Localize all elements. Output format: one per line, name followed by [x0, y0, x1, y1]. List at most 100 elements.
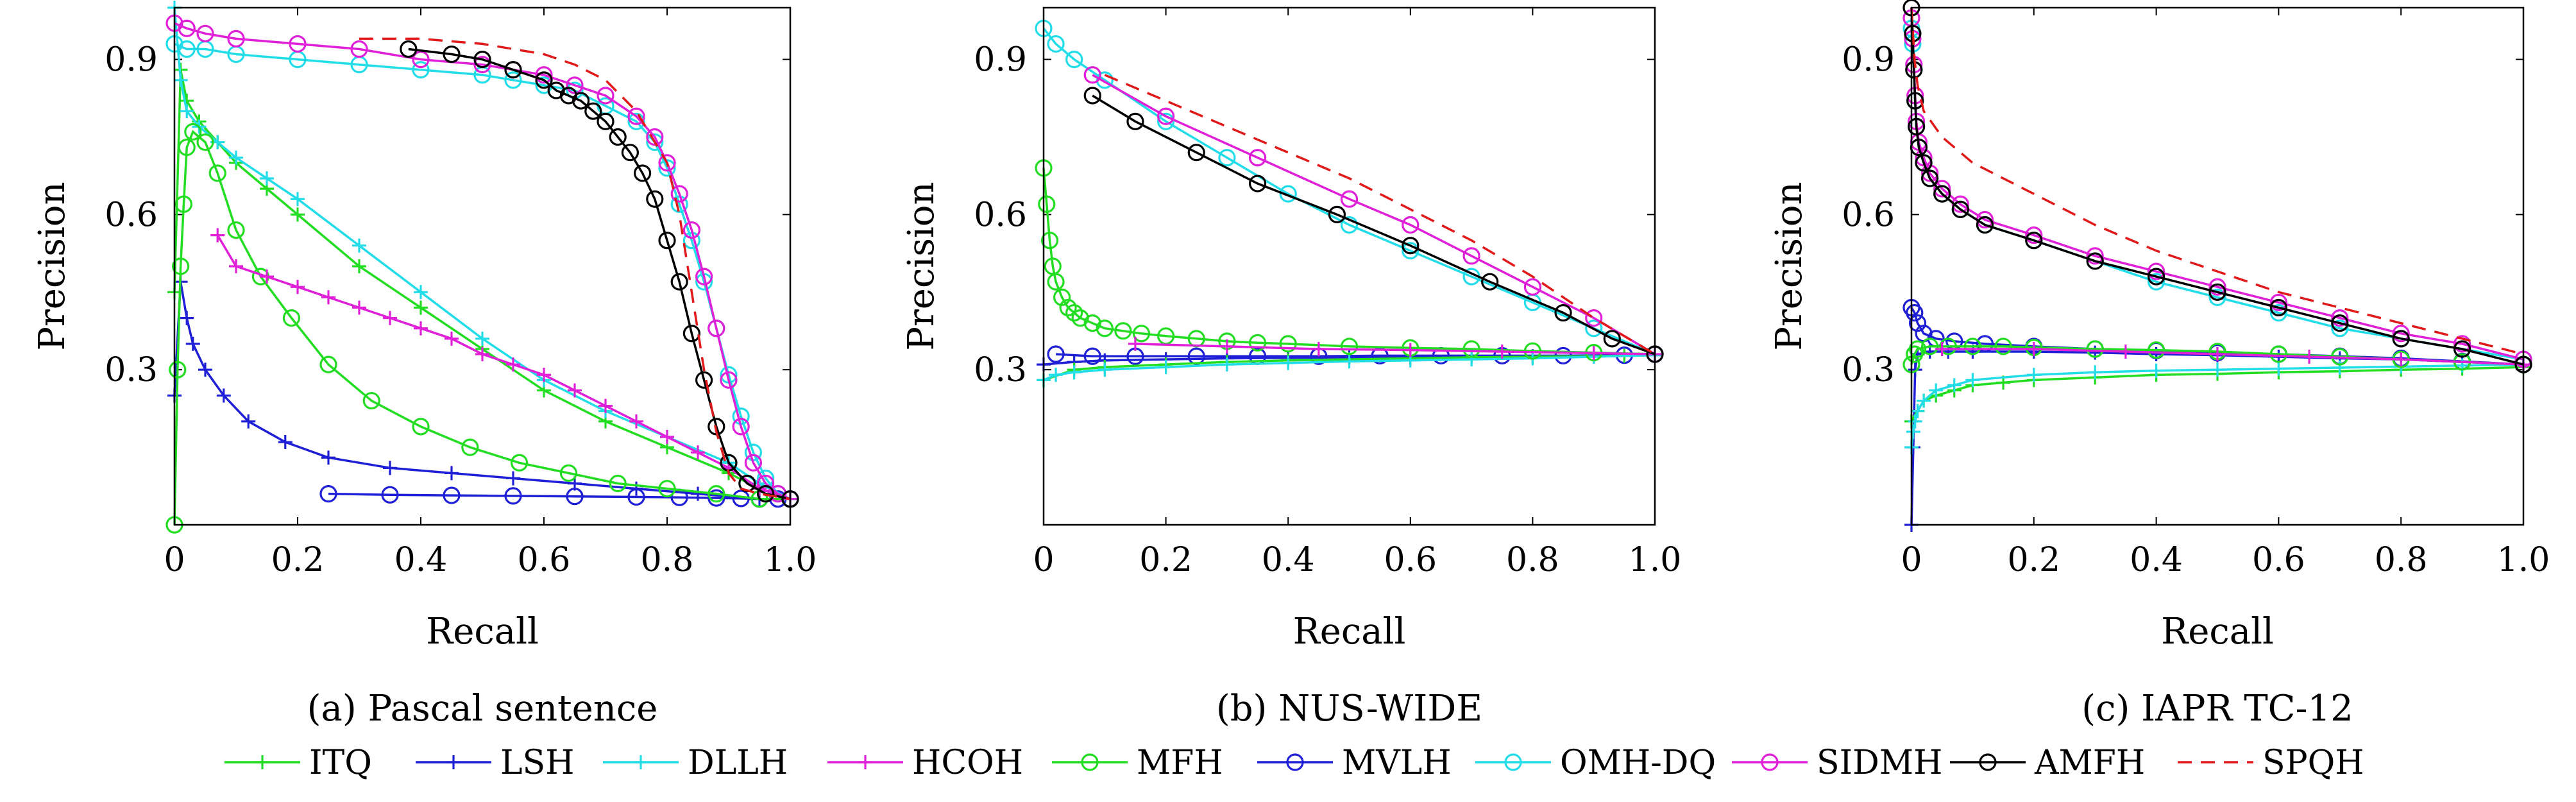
data-point-sidmh — [473, 56, 491, 74]
legend-item-spqh: SPQH — [2178, 744, 2364, 782]
data-point-amfh — [572, 92, 590, 110]
y-tick-label: 0.3 — [974, 351, 1027, 389]
data-point-omh-dq — [1585, 320, 1603, 337]
data-point-mfh — [1038, 195, 1056, 213]
data-point-dllh — [352, 238, 366, 253]
series-group — [1035, 19, 1664, 388]
series-line-omh-dq — [1910, 28, 2524, 361]
data-point-hcoh — [291, 280, 305, 294]
data-point-amfh — [2086, 252, 2104, 270]
chart-panel-1: 0 0.2 0.4 0.6 0.8 1.0 0.3 0.6 0.9 Recall Precision… — [31, 1, 817, 729]
series-line-spqh — [1910, 7, 2524, 355]
data-point-amfh — [597, 112, 614, 130]
data-point-amfh — [695, 371, 713, 389]
data-point-dllh — [1906, 424, 1920, 439]
data-point-dllh — [2271, 361, 2286, 376]
data-point-amfh — [658, 232, 676, 250]
data-point-sidmh — [2148, 262, 2165, 280]
legend-item-lsh: LSH — [416, 744, 575, 782]
data-point-omh-dq — [412, 61, 430, 79]
data-point-lsh — [629, 481, 643, 496]
data-point-sidmh — [2331, 309, 2349, 327]
data-point-mfh — [208, 164, 226, 182]
data-point-amfh — [473, 50, 491, 69]
data-point-amfh — [2453, 340, 2471, 358]
data-point-hcoh — [691, 445, 705, 460]
data-point-dllh — [1219, 357, 1234, 372]
series-group — [1902, 0, 2532, 532]
chart-panels: 0 0.2 0.4 0.6 0.8 1.0 0.3 0.6 0.9 Recall Precision… — [31, 0, 2550, 729]
data-point-amfh — [1603, 330, 1621, 348]
data-point-amfh — [609, 128, 627, 146]
data-point-hcoh — [475, 347, 489, 362]
data-point-lsh — [216, 388, 231, 403]
legend-label: ITQ — [309, 744, 372, 782]
data-point-omh-dq — [1065, 50, 1083, 69]
y-tick-label: 0.6 — [974, 196, 1027, 234]
data-point-sidmh — [535, 66, 553, 84]
data-point-amfh — [1908, 117, 1926, 135]
data-point-itq — [352, 259, 366, 273]
data-point-mfh — [1059, 298, 1077, 317]
series-line-spqh — [359, 37, 791, 500]
series-line-lsh — [173, 281, 790, 500]
legend-label: LSH — [500, 744, 575, 782]
data-point-amfh — [2392, 330, 2410, 348]
x-tick-label: 0.8 — [2375, 541, 2428, 579]
data-point-mfh — [1248, 334, 1267, 352]
legend-label: AMFH — [2034, 744, 2145, 782]
data-point-mfh — [178, 139, 196, 157]
series-line-mfh — [173, 130, 790, 525]
data-point-hcoh — [260, 269, 274, 284]
x-tick-label: 0.6 — [1384, 541, 1437, 579]
data-point-lsh — [383, 461, 397, 475]
data-point-amfh — [1083, 87, 1101, 105]
data-point-sidmh — [1523, 278, 1541, 296]
legend-label: HCOH — [912, 744, 1023, 782]
data-point-mvlh — [1083, 347, 1101, 365]
data-point-omh-dq — [627, 112, 645, 130]
x-tick-label: 0.8 — [641, 541, 694, 579]
data-point-amfh — [682, 325, 701, 343]
data-point-mfh — [282, 309, 300, 327]
data-point-omh-dq — [2269, 303, 2287, 322]
data-point-sidmh — [695, 268, 713, 286]
legend-item-hcoh: HCOH — [827, 744, 1023, 782]
data-point-dllh — [2332, 360, 2347, 375]
data-point-dllh — [1917, 393, 1931, 408]
series-group — [165, 1, 799, 534]
data-point-omh-dq — [646, 133, 664, 151]
data-point-dllh — [1965, 373, 1980, 388]
data-point-hcoh — [210, 228, 225, 243]
data-point-dllh — [1908, 414, 1922, 429]
data-point-amfh — [1248, 175, 1267, 192]
data-point-omh-dq — [504, 71, 522, 89]
data-point-dllh — [1281, 355, 1296, 370]
panel-caption: (c) IAPR TC-12 — [2081, 688, 2353, 729]
legend-item-itq: ITQ — [225, 744, 372, 782]
data-point-hcoh — [2394, 352, 2409, 367]
data-point-hcoh — [321, 290, 335, 305]
legend-item-sidmh: SIDMH — [1732, 744, 1942, 782]
data-point-hcoh — [1311, 341, 1326, 356]
y-tick-label: 0.9 — [1842, 41, 1895, 80]
data-point-lsh — [241, 414, 256, 429]
data-point-sidmh — [1921, 164, 1939, 182]
data-point-mfh — [510, 454, 529, 472]
data-point-omh-dq — [178, 40, 196, 58]
legend-item-amfh: AMFH — [1950, 744, 2145, 782]
data-point-omh-dq — [1340, 216, 1359, 234]
data-point-mfh — [172, 257, 190, 275]
data-point-sidmh — [1402, 216, 1419, 234]
data-point-mvlh — [443, 486, 461, 504]
data-point-mfh — [2269, 345, 2287, 363]
x-axis-label: Recall — [1293, 611, 1406, 653]
data-point-hcoh — [383, 311, 397, 325]
data-point-dllh — [2210, 363, 2224, 377]
series-line-sidmh — [174, 22, 791, 500]
legend-label: MFH — [1137, 744, 1223, 782]
data-point-dllh — [1049, 368, 1063, 382]
data-point-hcoh — [1403, 343, 1418, 357]
series-line-hcoh — [1135, 343, 1656, 355]
data-point-dllh — [1910, 404, 1925, 418]
